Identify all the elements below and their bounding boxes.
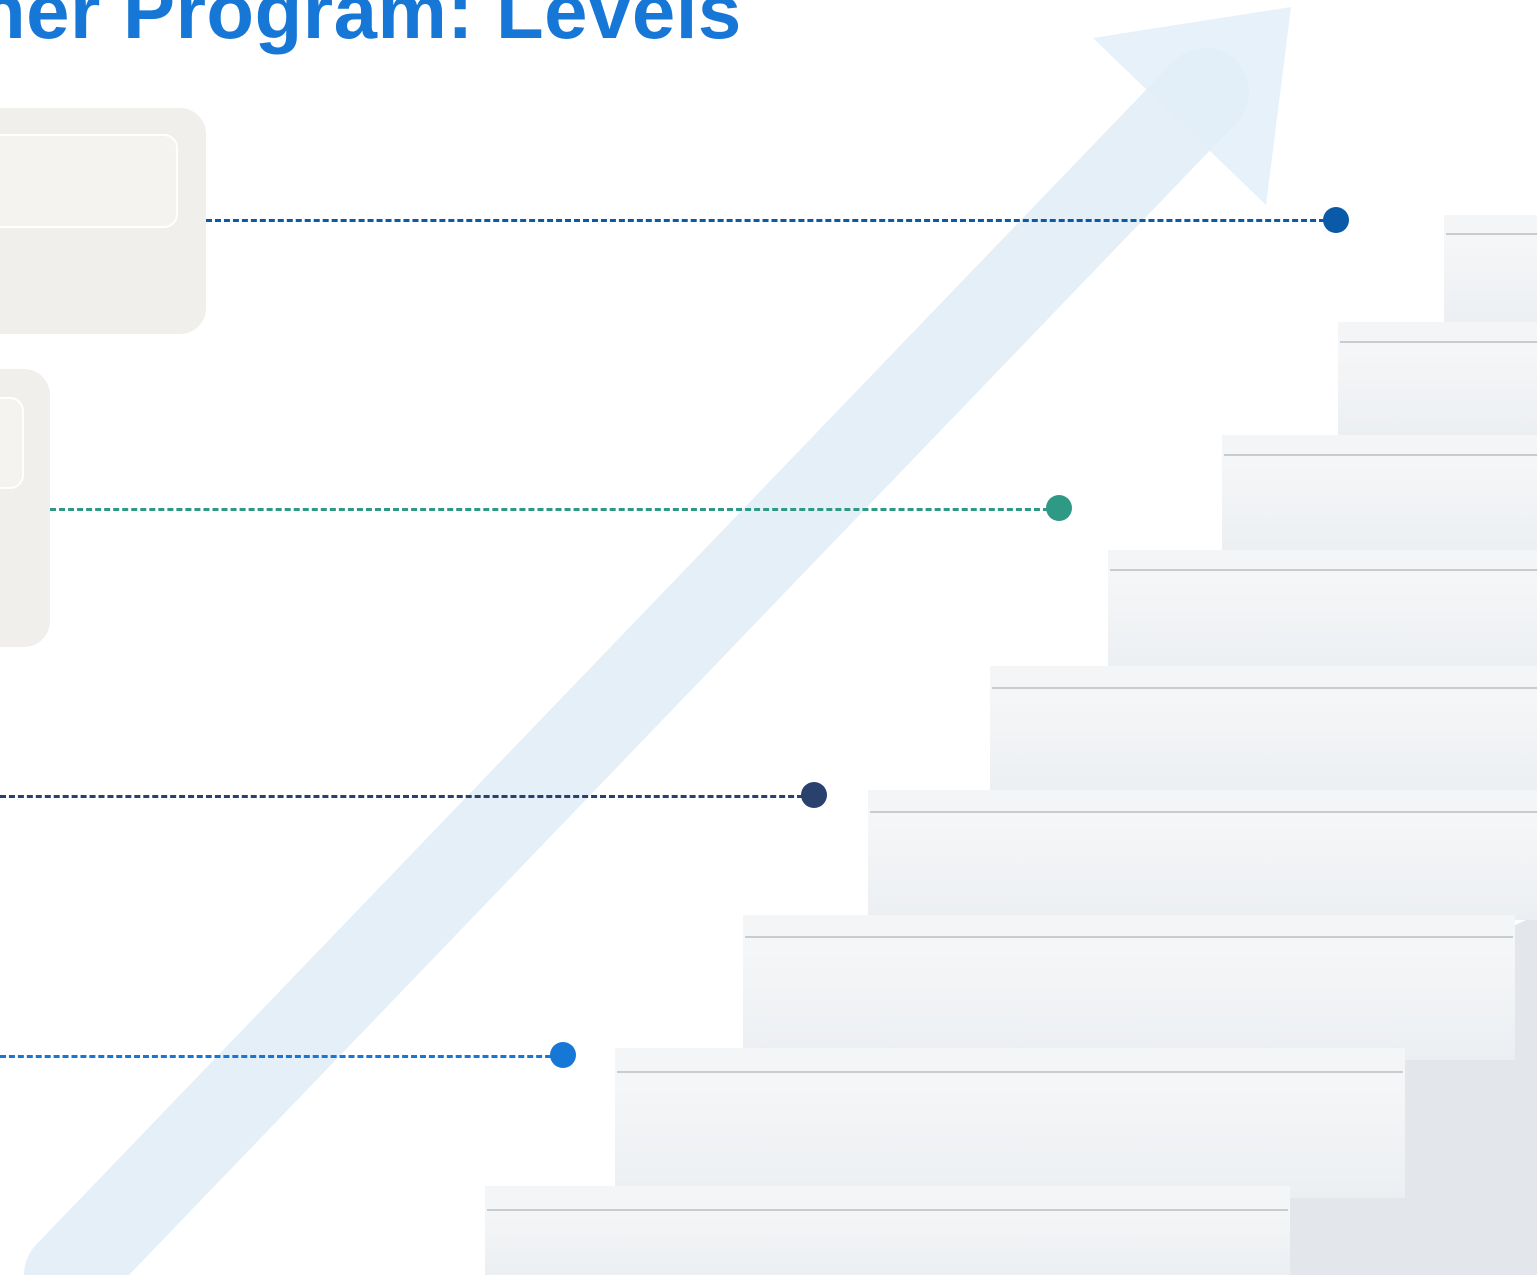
- slide-title: ner Program: Levels: [0, 0, 742, 55]
- level-3-marker: [801, 782, 827, 808]
- level-2-card: [0, 369, 50, 647]
- level-4-connector: [0, 1055, 560, 1058]
- level-1-card: [0, 108, 206, 334]
- level-1-marker: [1323, 207, 1349, 233]
- level-2-card-header: [0, 397, 24, 489]
- level-2-marker: [1046, 495, 1072, 521]
- level-1-card-header: [0, 134, 178, 228]
- level-2-connector: [50, 508, 1058, 511]
- level-4-marker: [550, 1042, 576, 1068]
- level-1-connector: [206, 219, 1334, 222]
- level-3-connector: [0, 795, 812, 798]
